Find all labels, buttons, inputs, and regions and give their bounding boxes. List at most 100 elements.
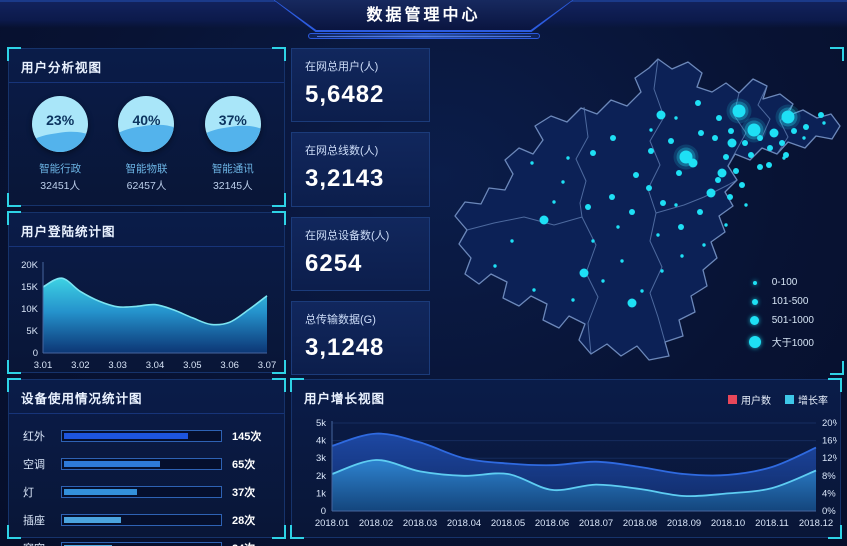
- device-bar-value: 65次: [232, 459, 256, 471]
- device-bar-fill: [64, 461, 161, 467]
- stat-card-label: 在网总用户(人): [305, 61, 379, 73]
- map-legend-dot-wrap: [747, 316, 763, 325]
- panel-login-stats: 用户登陆统计图 0 5K 10K 15K 20K 3.01 3.02 3.03 3.04 3.05…: [7, 211, 286, 374]
- svg-text:12%: 12%: [822, 453, 837, 464]
- map-bubble-layer: [493, 98, 826, 308]
- svg-text:2k: 2k: [316, 471, 326, 482]
- gauge-label: 智能物联: [125, 163, 168, 175]
- panel-title-user-growth: 用户增长视图: [304, 392, 386, 406]
- svg-text:2018.02: 2018.02: [359, 518, 393, 529]
- svg-text:16%: 16%: [822, 436, 837, 447]
- device-bar-value: 24次: [232, 540, 270, 546]
- gauge-circle: 37%: [204, 96, 261, 152]
- svg-text:20K: 20K: [21, 260, 39, 271]
- svg-text:3.03: 3.03: [108, 360, 127, 371]
- map-legend-label: 501-1000: [771, 315, 814, 326]
- stat-card-label: 在网总设备数(人): [305, 229, 390, 242]
- svg-text:3.06: 3.06: [220, 360, 239, 371]
- header-title-plate-inner: [274, 0, 573, 30]
- map-legend-row-3: 501-1000: [747, 315, 814, 326]
- legend-swatch: [785, 395, 794, 404]
- svg-text:2018.09: 2018.09: [667, 518, 701, 529]
- header-accent-line: [307, 33, 540, 39]
- device-bar-value: 145次: [232, 431, 262, 443]
- device-bar-label: 红外: [23, 431, 45, 443]
- user-growth-header: 用户增长视图 用户数 增长率: [292, 380, 840, 407]
- svg-text:2018.03: 2018.03: [403, 518, 437, 529]
- map-legend-dot: [752, 280, 757, 285]
- device-bar-track: [61, 486, 222, 498]
- device-bar-row-5: 窗帘 24次: [9, 540, 284, 546]
- panel-title-device-usage: 设备使用情况统计图: [9, 380, 284, 414]
- gauge-group: 23% 智能行政 32451人 40% 智能物联 62457人 37% 智能通讯 32145人: [9, 83, 284, 193]
- map-legend-label: 大于1000: [771, 338, 814, 349]
- svg-text:2018.11: 2018.11: [755, 518, 789, 529]
- map-district-border: [649, 212, 666, 343]
- svg-text:10K: 10K: [21, 304, 39, 315]
- map-legend: 0-100 101-500 501-1000 大于1000: [747, 269, 814, 349]
- svg-text:2018.01: 2018.01: [315, 518, 349, 529]
- map-district-border: [466, 106, 589, 231]
- panel-user-growth: 用户增长视图 用户数 增长率 0 1k 2k 3k 4k 5k 0% 4% 8% 12% 16% 20%…: [290, 378, 842, 539]
- device-bar-fill: [64, 489, 137, 495]
- device-bar-label: 插座: [23, 515, 45, 527]
- map-legend-dot: [748, 335, 761, 348]
- device-bar-fill: [64, 433, 188, 439]
- map-legend-dot-wrap: [747, 280, 763, 285]
- stat-card-value: 5,6482: [305, 81, 385, 108]
- svg-text:3.01: 3.01: [34, 360, 53, 371]
- map-legend-dot-wrap: [747, 298, 763, 305]
- stat-card-column: 在网总用户(人) 5,6482 在网总线数(人) 3,2143 在网总设备数(人) 625…: [291, 48, 430, 375]
- device-bar-track: [61, 458, 222, 470]
- map-legend-label: 101-500: [771, 296, 809, 307]
- page-title: 数据管理中心: [366, 7, 481, 24]
- svg-text:20%: 20%: [822, 418, 837, 429]
- map-legend-dot-wrap: [747, 335, 763, 348]
- stat-card-3: 在网总设备数(人) 6254: [291, 216, 430, 291]
- svg-text:2018.10: 2018.10: [711, 518, 745, 529]
- stat-card-value: 3,1248: [305, 333, 385, 361]
- legend-item-1[interactable]: 用户数: [728, 392, 771, 407]
- gauge-3: 37% 智能通讯 32145人: [195, 96, 271, 193]
- gauge-2: 40% 智能物联 62457人: [108, 96, 184, 193]
- device-bar-label: 空调: [23, 459, 45, 471]
- device-bar-track: [61, 430, 222, 442]
- svg-text:15K: 15K: [21, 282, 39, 293]
- map-legend-row-1: 0-100: [747, 277, 814, 288]
- legend-item-2[interactable]: 增长率: [785, 392, 828, 407]
- legend-swatch: [728, 395, 737, 404]
- map-legend-dot: [750, 316, 760, 325]
- device-bar-track: [61, 542, 222, 546]
- stat-card-2: 在网总线数(人) 3,2143: [291, 132, 430, 207]
- device-bar-fill: [64, 517, 122, 523]
- svg-text:4%: 4%: [822, 488, 836, 499]
- map-corner-bracket-bottom-right: [830, 361, 844, 375]
- device-bar-value: 28次: [232, 515, 256, 527]
- svg-text:2018.05: 2018.05: [491, 518, 525, 529]
- map-legend-row-4: 大于1000: [747, 334, 814, 349]
- map-legend-dot: [751, 298, 758, 305]
- svg-text:0%: 0%: [822, 506, 836, 517]
- legend-label: 用户数: [741, 396, 771, 407]
- svg-text:3.05: 3.05: [183, 360, 202, 371]
- gauge-count: 32451人: [40, 180, 80, 192]
- stat-card-label: 在网总线数(人): [305, 145, 379, 158]
- gauge-label: 智能通讯: [211, 163, 254, 175]
- svg-text:2018.06: 2018.06: [535, 518, 569, 529]
- svg-text:3.02: 3.02: [71, 360, 90, 371]
- stat-card-value: 6254: [305, 249, 363, 277]
- svg-text:2018.08: 2018.08: [623, 518, 657, 529]
- gauge-circle: 40%: [118, 96, 175, 152]
- svg-text:3k: 3k: [316, 453, 326, 464]
- svg-text:0: 0: [33, 348, 38, 359]
- stat-card-1: 在网总用户(人) 5,6482: [291, 48, 430, 123]
- gauge-count: 62457人: [126, 180, 167, 192]
- gauge-percent-value: 40%: [132, 112, 161, 128]
- map-district-border: [757, 85, 771, 138]
- svg-text:2018.07: 2018.07: [579, 518, 613, 529]
- svg-text:8%: 8%: [822, 471, 836, 482]
- gauge-1: 23% 智能行政 32451人: [22, 96, 98, 193]
